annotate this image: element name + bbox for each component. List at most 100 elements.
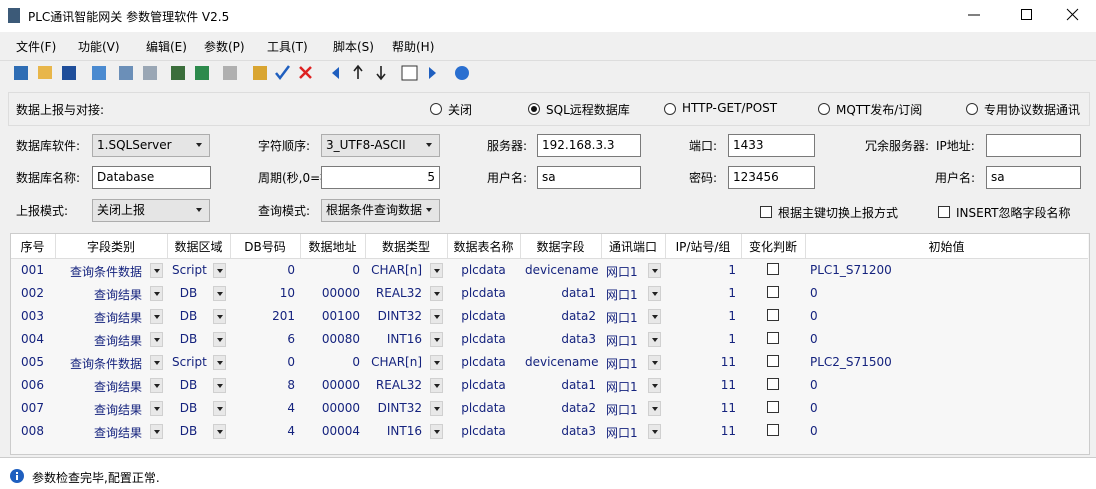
checkbox-label[interactable]: 根据主键切换上报方式: [778, 206, 899, 220]
cell-dropdown[interactable]: [430, 309, 443, 324]
cell[interactable]: 网口1: [606, 311, 638, 325]
checkbox-label[interactable]: INSERT忽略字段名称: [956, 206, 1071, 220]
cell[interactable]: DB: [179, 424, 198, 438]
cell[interactable]: INT16: [386, 424, 422, 438]
radio-label[interactable]: MQTT发布/订阅: [836, 103, 923, 117]
tool-icon[interactable]: [253, 66, 267, 80]
checkbox[interactable]: [938, 206, 950, 218]
text-input[interactable]: 192.168.3.3: [537, 134, 641, 157]
cell[interactable]: 查询结果: [93, 311, 142, 325]
cell-dropdown[interactable]: [430, 424, 443, 439]
close[interactable]: [1066, 8, 1079, 21]
cell-dropdown[interactable]: [213, 332, 226, 347]
cell-dropdown[interactable]: [648, 378, 661, 393]
tool-icon[interactable]: [38, 66, 52, 79]
cell-dropdown[interactable]: [648, 332, 661, 347]
cell[interactable]: Script: [172, 355, 207, 369]
tool-icon[interactable]: [401, 65, 418, 81]
tool-icon[interactable]: [332, 67, 339, 79]
cell[interactable]: DB: [179, 401, 198, 415]
cell-dropdown[interactable]: [150, 378, 163, 393]
cell-dropdown[interactable]: [213, 378, 226, 393]
cell-dropdown[interactable]: [213, 424, 226, 439]
radio[interactable]: [528, 103, 540, 115]
text-input[interactable]: Database: [92, 166, 211, 189]
tool-icon[interactable]: [119, 66, 133, 80]
text-input[interactable]: sa: [986, 166, 1081, 189]
cell[interactable]: DINT32: [377, 401, 422, 415]
cell-dropdown[interactable]: [213, 263, 226, 278]
cell[interactable]: REAL32: [375, 286, 422, 300]
cell-dropdown[interactable]: [430, 263, 443, 278]
cell-dropdown[interactable]: [150, 401, 163, 416]
cell[interactable]: DB: [179, 286, 198, 300]
cell-dropdown[interactable]: [648, 263, 661, 278]
text-input[interactable]: 123456: [728, 166, 815, 189]
cell-checkbox[interactable]: [767, 378, 779, 390]
tool-icon[interactable]: [376, 66, 386, 81]
cell-dropdown[interactable]: [648, 309, 661, 324]
tool-icon[interactable]: [429, 67, 436, 79]
checkbox[interactable]: [760, 206, 772, 218]
cell[interactable]: 查询结果: [93, 334, 142, 348]
cell-dropdown[interactable]: [648, 424, 661, 439]
tool-icon[interactable]: [92, 66, 106, 80]
cell[interactable]: Script: [172, 263, 207, 277]
cell-dropdown[interactable]: [648, 355, 661, 370]
cell[interactable]: DINT32: [377, 309, 422, 323]
tool-icon[interactable]: [455, 66, 469, 80]
radio[interactable]: [430, 103, 442, 115]
cell[interactable]: 网口1: [606, 403, 638, 417]
cell-dropdown[interactable]: [150, 263, 163, 278]
cell[interactable]: 网口1: [606, 334, 638, 348]
cell-checkbox[interactable]: [767, 401, 779, 413]
tool-icon[interactable]: [299, 66, 312, 79]
cell-dropdown[interactable]: [150, 309, 163, 324]
cell-dropdown[interactable]: [213, 355, 226, 370]
cell-dropdown[interactable]: [648, 286, 661, 301]
tool-icon[interactable]: [275, 65, 290, 81]
tool-icon[interactable]: [62, 66, 76, 80]
tool-icon[interactable]: [353, 64, 363, 79]
tool-icon[interactable]: [143, 66, 157, 80]
cell[interactable]: 查询结果: [93, 288, 142, 302]
cell[interactable]: 查询结果: [93, 380, 142, 394]
cell[interactable]: 查询结果: [93, 403, 142, 417]
radio-label[interactable]: 专用协议数据通讯: [984, 103, 1081, 117]
radio[interactable]: [966, 103, 978, 115]
menu-item[interactable]: 帮助(H): [392, 40, 435, 54]
radio-label[interactable]: 关闭: [448, 103, 473, 117]
cell-checkbox[interactable]: [767, 332, 779, 344]
cell[interactable]: 网口1: [606, 265, 638, 279]
dropdown[interactable]: 根据条件查询数据: [321, 199, 440, 222]
cell[interactable]: DB: [179, 332, 198, 346]
cell-dropdown[interactable]: [430, 378, 443, 393]
cell[interactable]: 查询结果: [93, 426, 142, 440]
cell-dropdown[interactable]: [430, 401, 443, 416]
cell[interactable]: 网口1: [606, 288, 638, 302]
cell-checkbox[interactable]: [767, 263, 779, 275]
cell-dropdown[interactable]: [150, 355, 163, 370]
menu-item[interactable]: 功能(V): [78, 40, 120, 54]
menu-item[interactable]: 编辑(E): [146, 40, 187, 54]
menu-item[interactable]: 脚本(S): [333, 40, 374, 54]
tool-icon[interactable]: [223, 66, 237, 80]
dropdown[interactable]: 关闭上报: [92, 199, 210, 222]
cell-dropdown[interactable]: [213, 401, 226, 416]
cell-dropdown[interactable]: [213, 286, 226, 301]
cell[interactable]: 网口1: [606, 426, 638, 440]
text-input[interactable]: [986, 134, 1081, 157]
cell[interactable]: DB: [179, 309, 198, 323]
cell[interactable]: 网口1: [606, 380, 638, 394]
cell[interactable]: CHAR[n]: [371, 355, 422, 369]
tool-icon[interactable]: [171, 66, 185, 80]
cell-dropdown[interactable]: [150, 424, 163, 439]
cell-dropdown[interactable]: [430, 286, 443, 301]
cell-checkbox[interactable]: [767, 309, 779, 321]
cell-dropdown[interactable]: [150, 286, 163, 301]
menu-item[interactable]: 文件(F): [16, 40, 57, 54]
tool-icon[interactable]: [14, 66, 28, 80]
text-input[interactable]: sa: [537, 166, 641, 189]
cell-dropdown[interactable]: [430, 355, 443, 370]
menu-item[interactable]: 工具(T): [267, 40, 308, 54]
